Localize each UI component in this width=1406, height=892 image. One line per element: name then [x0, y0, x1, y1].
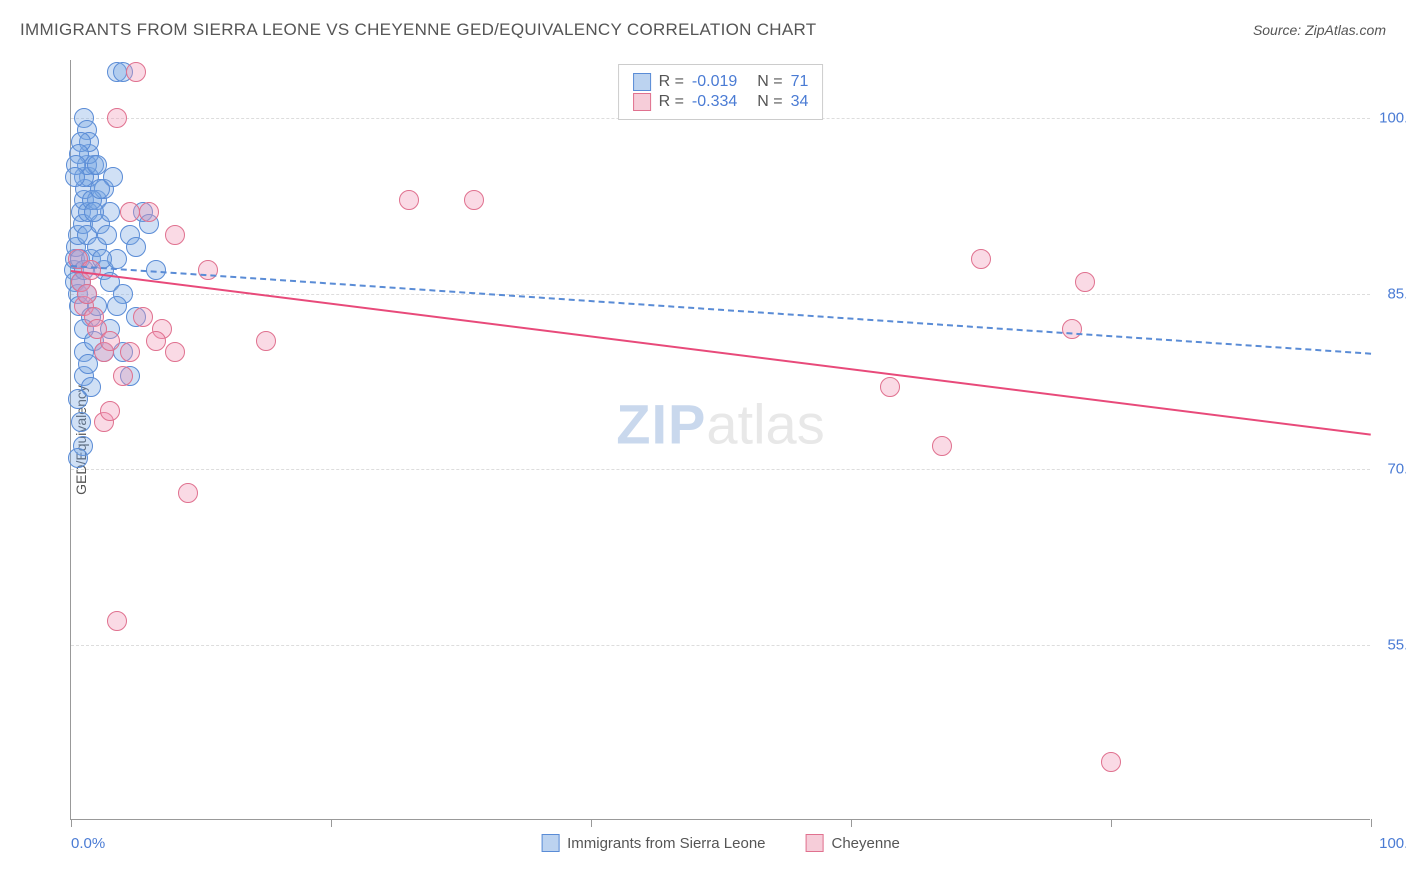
n-value: 34 — [791, 93, 809, 111]
scatter-point — [120, 202, 140, 222]
scatter-point — [90, 179, 110, 199]
x-tick — [591, 819, 592, 827]
legend-label: Immigrants from Sierra Leone — [567, 835, 765, 852]
scatter-point — [1075, 272, 1095, 292]
legend-swatch — [633, 93, 651, 111]
chart-area: GED/Equivalency ZIPatlas R =-0.019N =71R… — [70, 60, 1370, 820]
scatter-point — [133, 307, 153, 327]
scatter-point — [81, 260, 101, 280]
scatter-point — [146, 331, 166, 351]
legend-row: R = -0.334 N = 34 — [633, 93, 809, 111]
scatter-point — [126, 62, 146, 82]
watermark: ZIPatlas — [616, 392, 824, 457]
scatter-point — [880, 377, 900, 397]
r-label: R = — [659, 73, 684, 91]
scatter-point — [65, 167, 85, 187]
r-value: -0.334 — [692, 93, 737, 111]
legend-swatch — [541, 834, 559, 852]
r-label: R = — [659, 93, 684, 111]
chart-title: IMMIGRANTS FROM SIERRA LEONE VS CHEYENNE… — [20, 20, 816, 40]
y-tick-label: 100.0% — [1375, 110, 1406, 127]
scatter-point — [84, 202, 104, 222]
legend-swatch — [806, 834, 824, 852]
x-tick — [331, 819, 332, 827]
n-label: N = — [757, 73, 782, 91]
legend-label: Cheyenne — [832, 835, 900, 852]
y-tick-label: 70.0% — [1375, 461, 1406, 478]
n-value: 71 — [791, 73, 809, 91]
x-tick — [851, 819, 852, 827]
legend-swatch — [633, 73, 651, 91]
scatter-point — [165, 342, 185, 362]
y-tick-label: 85.0% — [1375, 285, 1406, 302]
gridline — [71, 469, 1370, 470]
scatter-point — [198, 260, 218, 280]
scatter-point — [100, 401, 120, 421]
scatter-point — [68, 448, 88, 468]
scatter-point — [87, 155, 107, 175]
scatter-point — [97, 225, 117, 245]
series-legend: Immigrants from Sierra Leone Cheyenne — [541, 834, 900, 852]
scatter-point — [165, 225, 185, 245]
scatter-point — [932, 436, 952, 456]
scatter-point — [256, 331, 276, 351]
scatter-point — [139, 202, 159, 222]
trend-line — [71, 270, 1371, 436]
x-tick — [1371, 819, 1372, 827]
x-tick — [1111, 819, 1112, 827]
legend-row: R = -0.019 N = 71 — [633, 73, 809, 91]
scatter-point — [107, 296, 127, 316]
scatter-point — [113, 366, 133, 386]
y-tick-label: 55.0% — [1375, 636, 1406, 653]
scatter-point — [1062, 319, 1082, 339]
legend-item: Cheyenne — [806, 834, 900, 852]
scatter-point — [71, 412, 91, 432]
scatter-point — [77, 284, 97, 304]
scatter-point — [178, 483, 198, 503]
scatter-point — [120, 342, 140, 362]
legend-item: Immigrants from Sierra Leone — [541, 834, 765, 852]
scatter-point — [107, 108, 127, 128]
scatter-point — [126, 237, 146, 257]
x-axis-min-label: 0.0% — [71, 835, 105, 852]
scatter-point — [399, 190, 419, 210]
scatter-point — [971, 249, 991, 269]
r-value: -0.019 — [692, 73, 737, 91]
plot-region: ZIPatlas R =-0.019N =71R =-0.334N =34 0.… — [70, 60, 1370, 820]
scatter-point — [100, 331, 120, 351]
source-attribution: Source: ZipAtlas.com — [1253, 22, 1386, 38]
x-tick — [71, 819, 72, 827]
scatter-point — [107, 611, 127, 631]
n-label: N = — [757, 93, 782, 111]
scatter-point — [464, 190, 484, 210]
x-axis-max-label: 100.0% — [1379, 835, 1406, 852]
gridline — [71, 645, 1370, 646]
correlation-legend: R = -0.019 N = 71 R = -0.334 N = 34 — [618, 64, 824, 120]
scatter-point — [68, 389, 88, 409]
scatter-point — [1101, 752, 1121, 772]
